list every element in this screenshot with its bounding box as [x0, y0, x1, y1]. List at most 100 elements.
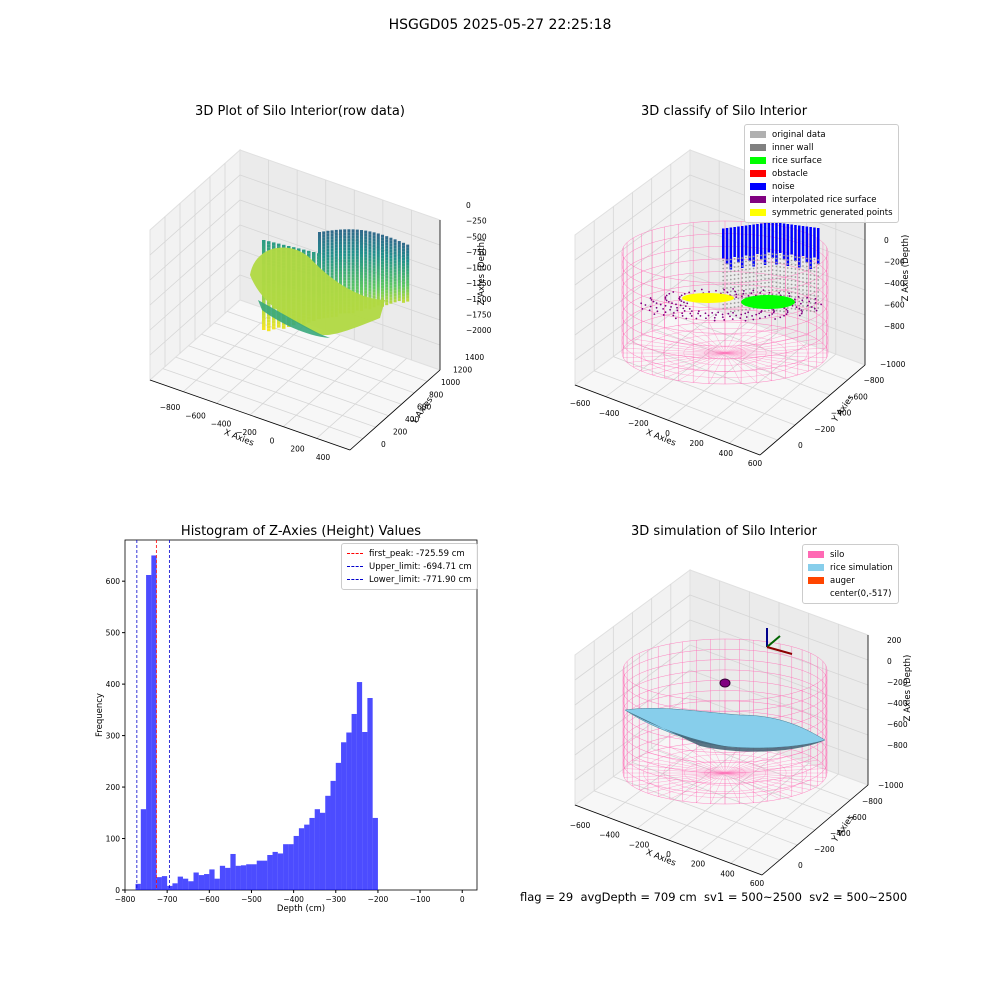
data-point — [355, 268, 359, 272]
tick-label: 400 — [405, 415, 420, 424]
original-point — [756, 291, 759, 293]
data-point — [355, 283, 359, 287]
data-point — [364, 251, 368, 255]
data-point — [406, 268, 410, 272]
tick-label: 600 — [417, 403, 432, 412]
data-point — [385, 287, 389, 291]
data-point — [368, 267, 372, 271]
silo-floor-spoke — [639, 772, 726, 790]
original-point — [729, 282, 732, 285]
floor-mass — [250, 247, 385, 336]
interpolated-point — [752, 318, 755, 321]
data-point — [397, 241, 401, 245]
legend-item: original data — [750, 128, 893, 141]
data-point — [389, 249, 393, 253]
histogram-bar — [182, 878, 189, 890]
data-point — [368, 246, 372, 250]
data-point — [372, 238, 376, 242]
data-point — [368, 237, 372, 241]
data-point — [322, 258, 326, 262]
original-point — [748, 256, 751, 258]
data-point — [347, 241, 351, 245]
data-point — [406, 295, 410, 299]
legend-item: auger — [808, 574, 893, 587]
tick-label: −800 — [887, 741, 908, 750]
silo-floor-ring — [663, 754, 787, 792]
data-point — [351, 244, 355, 248]
original-point — [805, 273, 808, 276]
data-point — [364, 260, 368, 264]
tick-label: 200 — [393, 428, 408, 437]
original-point — [729, 290, 732, 293]
interpolated-point — [715, 289, 717, 292]
original-point — [764, 254, 766, 256]
data-point — [334, 262, 338, 266]
interpolated-point — [759, 291, 762, 294]
original-point — [737, 293, 740, 296]
original-point — [760, 254, 763, 257]
interpolated-point — [669, 308, 672, 311]
interpolated-point — [742, 292, 745, 295]
data-point — [318, 247, 321, 250]
data-point — [326, 263, 330, 267]
interpolated-point — [653, 313, 656, 316]
x-tick-label: −200 — [368, 895, 389, 904]
y-tick-label: 100 — [106, 835, 121, 844]
original-point — [775, 269, 778, 272]
data-point — [355, 241, 359, 245]
data-point — [351, 271, 355, 275]
tick-label: 0 — [270, 436, 275, 445]
grid-line — [214, 322, 415, 394]
original-point — [733, 298, 736, 300]
data-point — [282, 322, 286, 326]
data-point — [381, 252, 384, 256]
original-point — [783, 266, 785, 269]
y-tick-label: 0 — [115, 886, 120, 895]
tick-label: −250 — [466, 217, 487, 226]
silo-floor-spoke — [724, 749, 792, 774]
data-point — [322, 261, 326, 265]
histogram-bar — [167, 885, 173, 890]
data-point — [347, 283, 351, 287]
data-point — [372, 265, 376, 269]
data-point — [397, 298, 401, 302]
data-point — [326, 272, 330, 276]
data-point — [389, 258, 393, 262]
data-point — [385, 260, 389, 264]
data-point — [318, 244, 321, 247]
data-point — [406, 247, 410, 251]
grid-line — [249, 334, 341, 416]
original-point — [760, 286, 763, 289]
data-point — [347, 232, 351, 236]
original-point — [767, 293, 770, 296]
data-point — [360, 293, 363, 297]
original-point — [726, 263, 728, 265]
data-point — [326, 260, 330, 264]
silo-floor-ring — [663, 334, 788, 372]
original-point — [794, 292, 797, 294]
data-point — [385, 293, 389, 297]
data-point — [339, 232, 342, 236]
grid-line — [632, 762, 816, 831]
noise-point — [805, 226, 809, 263]
data-point — [267, 247, 271, 251]
data-point — [397, 247, 401, 251]
original-point — [798, 264, 801, 267]
data-point — [351, 283, 355, 287]
data-point — [402, 269, 405, 273]
tick-label: 1000 — [441, 378, 460, 387]
original-point — [722, 307, 725, 310]
data-point — [368, 270, 372, 274]
tick-label: −600 — [847, 392, 868, 401]
data-point — [322, 267, 326, 271]
data-point — [322, 231, 326, 235]
noise-point — [752, 224, 755, 267]
data-point — [355, 247, 359, 251]
data-point — [347, 235, 351, 239]
original-point — [817, 259, 820, 261]
histogram-bar — [277, 853, 284, 890]
noise-point — [729, 227, 733, 270]
histogram-bar — [293, 835, 299, 890]
data-point — [318, 232, 321, 235]
histogram-bar — [204, 874, 210, 890]
